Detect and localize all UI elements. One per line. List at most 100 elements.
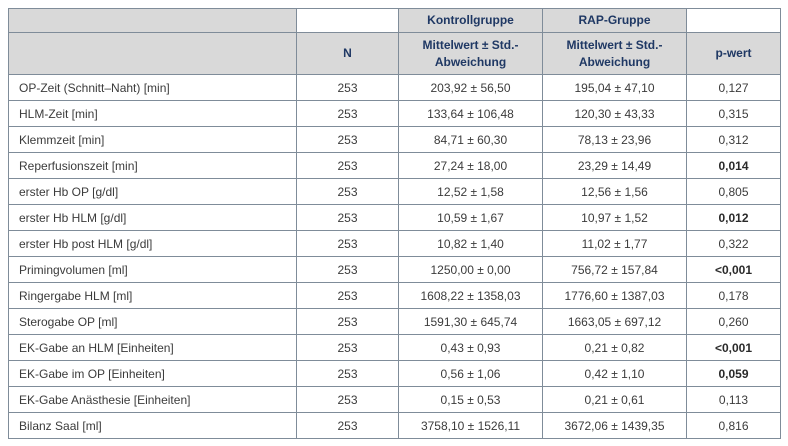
spacer-cell-n: [296, 8, 399, 33]
table-row: Klemmzeit [min] 253 84,71 ± 60,30 78,13 ± 2…: [8, 126, 781, 153]
table-row: HLM-Zeit [min] 253 133,64 ± 106,48 120,30 ±…: [8, 100, 781, 127]
kontrollgruppe-value-cell: 10,82 ± 1,40: [398, 230, 543, 257]
p-wert-cell: 0,816: [686, 412, 781, 439]
kontrollgruppe-header: Kontrollgruppe: [398, 8, 543, 33]
n-cell: 253: [296, 152, 399, 179]
kontrollgruppe-value-cell: 203,92 ± 56,50: [398, 74, 543, 101]
p-wert-cell: 0,059: [686, 360, 781, 387]
spacer-cell-p: [686, 8, 781, 33]
p-wert-cell: <0,001: [686, 256, 781, 283]
row-label-cell: erster Hb HLM [g/dl]: [8, 204, 297, 231]
rap-gruppe-value-cell: 756,72 ± 157,84: [542, 256, 687, 283]
table-row: erster Hb HLM [g/dl] 253 10,59 ± 1,67 10,97…: [8, 204, 781, 231]
table-row: Primingvolumen [ml] 253 1250,00 ± 0,00 756,…: [8, 256, 781, 283]
rap-gruppe-value-cell: 23,29 ± 14,49: [542, 152, 687, 179]
table-row: Sterogabe OP [ml] 253 1591,30 ± 645,74 1663…: [8, 308, 781, 335]
table-row: OP-Zeit (Schnitt–Naht) [min] 253 203,92 ± …: [8, 74, 781, 101]
table-row: EK-Gabe im OP [Einheiten] 253 0,56 ± 1,06 0…: [8, 360, 781, 387]
n-cell: 253: [296, 308, 399, 335]
rap-gruppe-value-cell: 195,04 ± 47,10: [542, 74, 687, 101]
n-cell: 253: [296, 256, 399, 283]
table-body: OP-Zeit (Schnitt–Naht) [min] 253 203,92 ± …: [8, 74, 781, 439]
p-wert-cell: 0,012: [686, 204, 781, 231]
rap-gruppe-value-cell: 3672,06 ± 1439,35: [542, 412, 687, 439]
p-wert-cell: 0,312: [686, 126, 781, 153]
statistics-table: Kontrollgruppe RAP-Gruppe N Mittelwert ±…: [8, 8, 781, 439]
p-wert-cell: 0,113: [686, 386, 781, 413]
table-row: erster Hb post HLM [g/dl] 253 10,82 ± 1,40…: [8, 230, 781, 257]
p-wert-cell: 0,805: [686, 178, 781, 205]
n-cell: 253: [296, 282, 399, 309]
kontrollgruppe-value-cell: 27,24 ± 18,00: [398, 152, 543, 179]
kontrollgruppe-value-cell: 1591,30 ± 645,74: [398, 308, 543, 335]
rap-gruppe-value-cell: 1776,60 ± 1387,03: [542, 282, 687, 309]
kontrollgruppe-value-cell: 0,15 ± 0,53: [398, 386, 543, 413]
n-cell: 253: [296, 386, 399, 413]
kontrollgruppe-value-cell: 1250,00 ± 0,00: [398, 256, 543, 283]
table-row: erster Hb OP [g/dl] 253 12,52 ± 1,58 12,56 …: [8, 178, 781, 205]
rap-gruppe-value-cell: 11,02 ± 1,77: [542, 230, 687, 257]
row-label-cell: erster Hb post HLM [g/dl]: [8, 230, 297, 257]
rap-gruppe-value-cell: 10,97 ± 1,52: [542, 204, 687, 231]
table-row: Reperfusionszeit [min] 253 27,24 ± 18,00 23…: [8, 152, 781, 179]
row-label-cell: Klemmzeit [min]: [8, 126, 297, 153]
kontrollgruppe-value-cell: 3758,10 ± 1526,11: [398, 412, 543, 439]
kontroll-mittelwert-header: Mittelwert ± Std.-Abweichung: [398, 32, 543, 75]
n-header: N: [296, 32, 399, 75]
rap-gruppe-value-cell: 0,21 ± 0,61: [542, 386, 687, 413]
row-label-cell: HLM-Zeit [min]: [8, 100, 297, 127]
table-row: Bilanz Saal [ml] 253 3758,10 ± 1526,11 3672…: [8, 412, 781, 439]
n-cell: 253: [296, 412, 399, 439]
corner-cell: [8, 8, 297, 33]
table-row: EK-Gabe Anästhesie [Einheiten] 253 0,15 ± …: [8, 386, 781, 413]
row-label-cell: Primingvolumen [ml]: [8, 256, 297, 283]
row-label-cell: Ringergabe HLM [ml]: [8, 282, 297, 309]
row-label-cell: Reperfusionszeit [min]: [8, 152, 297, 179]
table-row: EK-Gabe an HLM [Einheiten] 253 0,43 ± 0,93…: [8, 334, 781, 361]
rap-gruppe-value-cell: 12,56 ± 1,56: [542, 178, 687, 205]
p-wert-cell: <0,001: [686, 334, 781, 361]
p-wert-cell: 0,014: [686, 152, 781, 179]
rap-gruppe-value-cell: 0,42 ± 1,10: [542, 360, 687, 387]
row-label-cell: Sterogabe OP [ml]: [8, 308, 297, 335]
p-wert-cell: 0,127: [686, 74, 781, 101]
rap-gruppe-value-cell: 0,21 ± 0,82: [542, 334, 687, 361]
table-row: Ringergabe HLM [ml] 253 1608,22 ± 1358,03 1…: [8, 282, 781, 309]
n-cell: 253: [296, 204, 399, 231]
n-cell: 253: [296, 74, 399, 101]
column-header-row: N Mittelwert ± Std.-Abweichung Mittelwer…: [8, 32, 781, 75]
p-wert-cell: 0,315: [686, 100, 781, 127]
kontrollgruppe-value-cell: 84,71 ± 60,30: [398, 126, 543, 153]
group-header-row: Kontrollgruppe RAP-Gruppe: [8, 8, 781, 33]
row-label-cell: EK-Gabe Anästhesie [Einheiten]: [8, 386, 297, 413]
p-wert-cell: 0,178: [686, 282, 781, 309]
row-label-cell: EK-Gabe im OP [Einheiten]: [8, 360, 297, 387]
empty-header-cell: [8, 32, 297, 75]
rap-gruppe-value-cell: 1663,05 ± 697,12: [542, 308, 687, 335]
n-cell: 253: [296, 126, 399, 153]
n-cell: 253: [296, 100, 399, 127]
n-cell: 253: [296, 334, 399, 361]
kontrollgruppe-value-cell: 10,59 ± 1,67: [398, 204, 543, 231]
p-wert-cell: 0,260: [686, 308, 781, 335]
kontrollgruppe-value-cell: 1608,22 ± 1358,03: [398, 282, 543, 309]
p-wert-header: p-wert: [686, 32, 781, 75]
row-label-cell: erster Hb OP [g/dl]: [8, 178, 297, 205]
n-cell: 253: [296, 360, 399, 387]
n-cell: 253: [296, 230, 399, 257]
kontrollgruppe-value-cell: 0,56 ± 1,06: [398, 360, 543, 387]
rap-mittelwert-header: Mittelwert ± Std.-Abweichung: [542, 32, 687, 75]
kontrollgruppe-value-cell: 12,52 ± 1,58: [398, 178, 543, 205]
kontrollgruppe-value-cell: 133,64 ± 106,48: [398, 100, 543, 127]
p-wert-cell: 0,322: [686, 230, 781, 257]
row-label-cell: OP-Zeit (Schnitt–Naht) [min]: [8, 74, 297, 101]
table-header: Kontrollgruppe RAP-Gruppe N Mittelwert ±…: [8, 8, 781, 75]
kontrollgruppe-value-cell: 0,43 ± 0,93: [398, 334, 543, 361]
rap-gruppe-header: RAP-Gruppe: [542, 8, 687, 33]
rap-gruppe-value-cell: 120,30 ± 43,33: [542, 100, 687, 127]
n-cell: 253: [296, 178, 399, 205]
row-label-cell: EK-Gabe an HLM [Einheiten]: [8, 334, 297, 361]
row-label-cell: Bilanz Saal [ml]: [8, 412, 297, 439]
rap-gruppe-value-cell: 78,13 ± 23,96: [542, 126, 687, 153]
